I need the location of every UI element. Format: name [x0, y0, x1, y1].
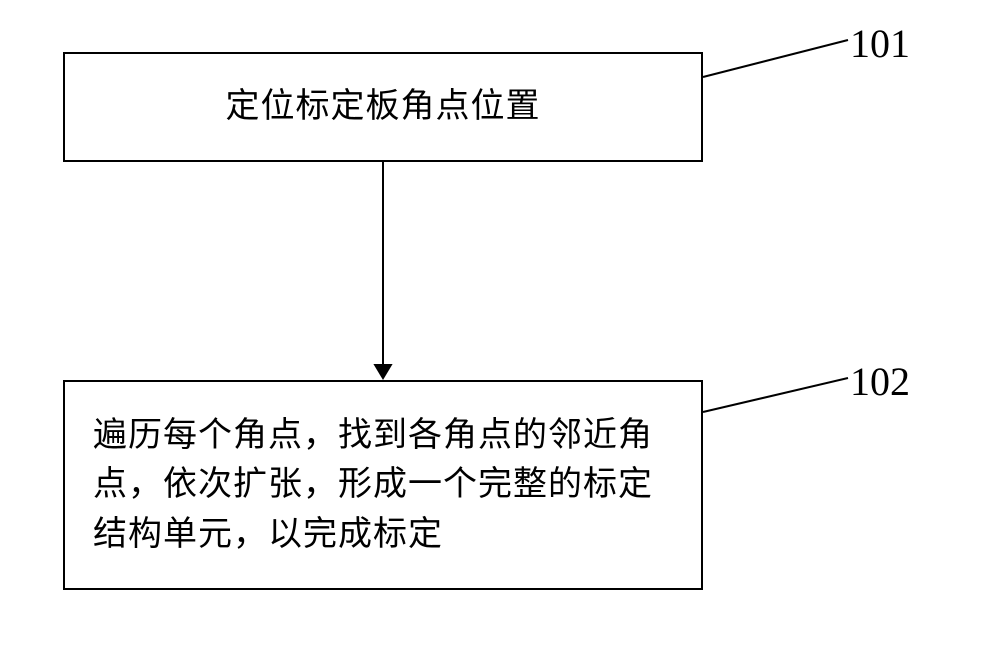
flowchart-node-102: 遍历每个角点，找到各角点的邻近角点，依次扩张，形成一个完整的标定结构单元，以完成… — [63, 380, 703, 590]
label-leader-102 — [703, 378, 848, 412]
node-label-101: 101 — [850, 20, 910, 67]
arrowhead-icon — [373, 364, 392, 380]
label-leader-101-line — [703, 40, 848, 77]
flowchart-edge-1 — [367, 162, 399, 380]
node-label-102: 102 — [850, 358, 910, 405]
flowchart-node-101-text: 定位标定板角点位置 — [226, 82, 541, 131]
diagram-canvas: 定位标定板角点位置 遍历每个角点，找到各角点的邻近角点，依次扩张，形成一个完整的… — [0, 0, 1000, 659]
label-leader-102-line — [703, 378, 848, 412]
label-leader-101 — [703, 40, 848, 77]
flowchart-node-101: 定位标定板角点位置 — [63, 52, 703, 162]
flowchart-node-102-text: 遍历每个角点，找到各角点的邻近角点，依次扩张，形成一个完整的标定结构单元，以完成… — [65, 411, 701, 559]
